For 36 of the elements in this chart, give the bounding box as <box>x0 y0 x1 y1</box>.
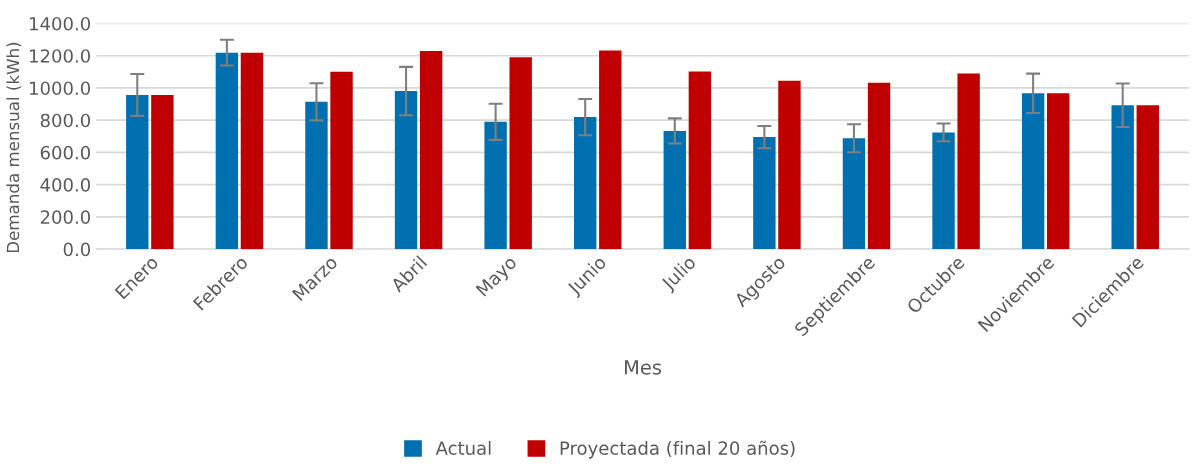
bar <box>842 138 866 250</box>
bar <box>663 130 686 250</box>
bar <box>240 52 264 250</box>
bar <box>778 80 801 250</box>
bar <box>932 132 955 250</box>
bar <box>419 51 443 250</box>
y-tick-label: 0.0 <box>63 242 91 257</box>
bar <box>509 57 532 250</box>
legend-label: Proyectada (final 20 años) <box>560 440 795 459</box>
x-axis-title: Mes <box>625 360 662 375</box>
y-tick-label: 1200.0 <box>30 49 91 63</box>
bar <box>688 71 712 250</box>
y-tick-label: 600.0 <box>40 145 91 160</box>
bar <box>957 73 980 250</box>
y-tick-label: 800.0 <box>40 113 91 128</box>
bar <box>1111 105 1134 250</box>
y-tick-label: 200.0 <box>40 210 91 224</box>
y-tick-label: 400.0 <box>40 178 91 192</box>
bar <box>1136 105 1159 250</box>
bar <box>394 91 418 250</box>
y-tick-label: 1400.0 <box>30 16 91 31</box>
bar <box>330 71 353 250</box>
bar <box>574 117 597 250</box>
bar <box>1021 93 1045 250</box>
bar <box>1047 93 1070 250</box>
bar <box>305 101 328 250</box>
bar <box>753 137 776 250</box>
y-tick-label: 1000.0 <box>30 81 91 96</box>
bar <box>151 94 174 250</box>
bar <box>599 50 622 250</box>
legend-label: Actual <box>435 440 491 455</box>
y-axis-title: Demanda mensual (kWh) <box>6 42 22 253</box>
bar <box>126 94 149 250</box>
bar <box>484 121 507 250</box>
bar <box>867 82 891 250</box>
bar <box>215 52 239 250</box>
